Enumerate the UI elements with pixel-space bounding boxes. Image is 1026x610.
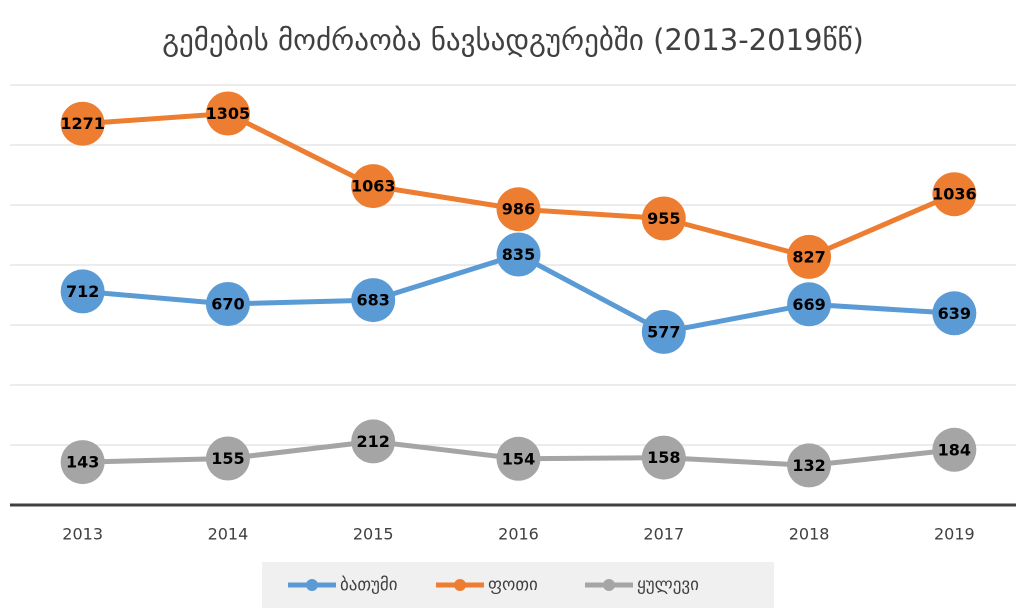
data-label: 986: [502, 200, 535, 219]
data-label: 639: [938, 304, 971, 323]
data-label: 212: [357, 432, 390, 451]
data-label: 158: [647, 448, 680, 467]
data-point: [351, 419, 396, 464]
data-point: [932, 427, 977, 472]
data-label: 155: [211, 449, 244, 468]
data-point: [787, 443, 832, 488]
data-label: 1063: [351, 177, 396, 196]
data-point: [205, 436, 250, 481]
legend-swatch-dot: [603, 579, 615, 591]
data-point: [641, 196, 686, 241]
data-point: [641, 435, 686, 480]
data-label: 712: [66, 282, 99, 301]
x-tick-label: 2017: [643, 525, 684, 544]
data-label: 835: [502, 245, 535, 264]
data-label: 132: [792, 456, 825, 475]
data-label: 1305: [206, 104, 251, 123]
legend-swatch-dot: [306, 579, 318, 591]
x-tick-label: 2015: [353, 525, 394, 544]
data-point: [351, 278, 396, 323]
legend-box: [262, 562, 774, 608]
data-point: [60, 101, 105, 146]
x-tick-label: 2016: [498, 525, 539, 544]
data-point: [205, 91, 250, 136]
data-label: 577: [647, 322, 680, 341]
legend-label: ყულევი: [637, 575, 699, 595]
data-point: [496, 232, 541, 277]
data-label: 154: [502, 449, 535, 468]
data-label: 827: [792, 247, 825, 266]
data-label: 683: [357, 291, 390, 310]
data-point: [351, 164, 396, 209]
data-label: 670: [211, 295, 244, 314]
data-point: [932, 172, 977, 217]
legend-label: ფოთი: [488, 575, 538, 595]
x-tick-label: 2018: [789, 525, 830, 544]
data-point: [60, 269, 105, 314]
x-tick-label: 2013: [62, 525, 103, 544]
data-label: 1271: [60, 114, 105, 133]
legend-swatch-dot: [454, 579, 466, 591]
chart-title: გემების მოძრაობა ნავსადგურებში (2013-201…: [162, 23, 864, 57]
data-point: [787, 234, 832, 279]
data-point: [787, 282, 832, 327]
data-point: [932, 291, 977, 336]
data-label: 669: [792, 295, 825, 314]
data-point: [60, 440, 105, 485]
data-label: 955: [647, 209, 680, 228]
data-label: 1036: [932, 185, 977, 204]
data-label: 184: [938, 440, 971, 459]
data-point: [496, 187, 541, 232]
legend-label: ბათუმი: [340, 575, 398, 595]
x-tick-label: 2014: [208, 525, 249, 544]
data-point: [205, 282, 250, 326]
data-point: [496, 436, 541, 481]
data-label: 143: [66, 453, 99, 472]
data-point: [641, 309, 686, 354]
x-tick-label: 2019: [934, 525, 975, 544]
